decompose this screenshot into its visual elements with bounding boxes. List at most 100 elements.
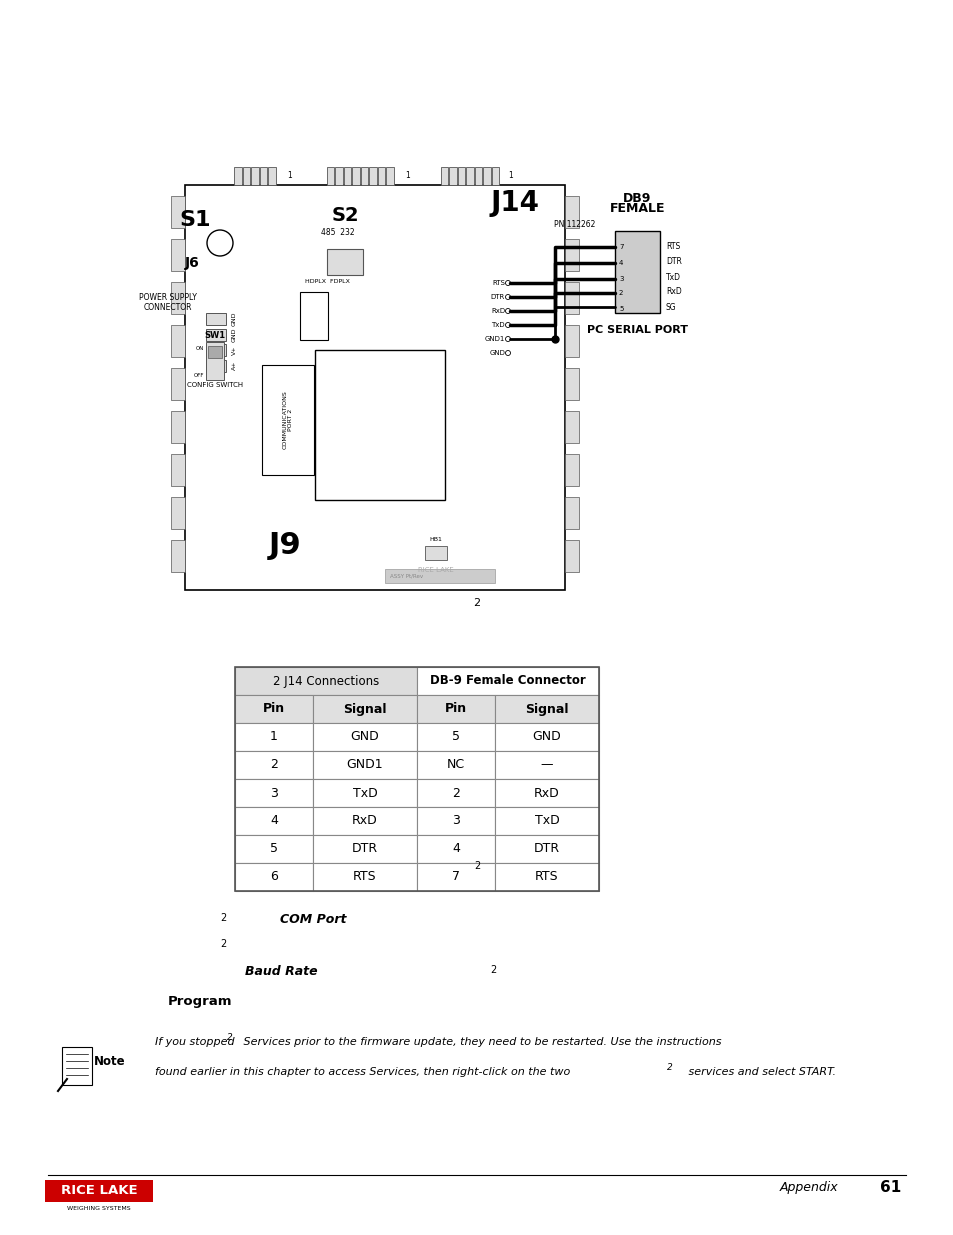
Bar xyxy=(234,722,313,751)
Circle shape xyxy=(505,294,510,300)
Text: 1: 1 xyxy=(405,170,410,180)
Text: 5: 5 xyxy=(270,842,277,856)
Bar xyxy=(369,167,376,185)
Text: RxD: RxD xyxy=(665,288,681,296)
Bar xyxy=(343,167,351,185)
Text: services and select START.: services and select START. xyxy=(684,1067,835,1077)
Bar xyxy=(466,167,474,185)
Bar xyxy=(313,751,416,779)
Text: PN 112262: PN 112262 xyxy=(554,220,595,228)
Circle shape xyxy=(505,322,510,327)
Text: Note: Note xyxy=(94,1055,126,1068)
Bar xyxy=(326,167,334,185)
Text: GND: GND xyxy=(489,350,504,356)
Text: Program: Program xyxy=(168,995,233,1008)
Text: 3: 3 xyxy=(618,275,623,282)
Bar xyxy=(564,196,578,228)
Bar xyxy=(313,779,416,806)
Bar xyxy=(416,667,598,695)
Bar xyxy=(234,695,313,722)
Text: GND: GND xyxy=(232,327,236,342)
Text: V+: V+ xyxy=(232,346,236,354)
Bar xyxy=(206,342,224,380)
Text: RICE LAKE: RICE LAKE xyxy=(417,567,454,573)
Bar xyxy=(416,779,495,806)
Text: 1: 1 xyxy=(270,730,277,743)
Text: 2: 2 xyxy=(474,861,479,871)
Text: POWER SUPPLY
CONNECTOR: POWER SUPPLY CONNECTOR xyxy=(139,293,196,312)
Text: 4: 4 xyxy=(270,815,277,827)
Text: 2: 2 xyxy=(666,1063,672,1072)
Bar xyxy=(171,411,185,443)
Text: RxD: RxD xyxy=(352,815,377,827)
Bar xyxy=(495,863,598,890)
Bar xyxy=(440,167,448,185)
Bar xyxy=(171,540,185,572)
Bar xyxy=(495,806,598,835)
Bar xyxy=(234,667,416,695)
Bar xyxy=(259,167,267,185)
Text: J9: J9 xyxy=(269,531,301,559)
Bar xyxy=(495,779,598,806)
Text: DTR: DTR xyxy=(534,842,559,856)
Bar xyxy=(564,454,578,487)
Bar xyxy=(171,325,185,357)
Text: A+: A+ xyxy=(232,361,236,370)
Bar xyxy=(234,667,598,890)
Circle shape xyxy=(505,280,510,285)
Bar xyxy=(242,167,250,185)
Bar xyxy=(495,835,598,863)
Text: DTR: DTR xyxy=(665,258,681,267)
Text: FEMALE: FEMALE xyxy=(609,203,664,215)
Text: S2: S2 xyxy=(331,206,358,225)
Bar xyxy=(185,185,564,590)
Text: ASSY Pt/Rev: ASSY Pt/Rev xyxy=(390,573,423,578)
Text: DB9: DB9 xyxy=(622,191,651,205)
Bar xyxy=(262,366,314,475)
Bar xyxy=(416,722,495,751)
Text: 1: 1 xyxy=(287,170,292,180)
Bar xyxy=(234,167,241,185)
Text: RTS: RTS xyxy=(665,242,679,252)
Text: 3: 3 xyxy=(452,815,459,827)
Text: 2: 2 xyxy=(473,598,480,608)
Bar xyxy=(208,346,222,358)
Text: Appendix: Appendix xyxy=(780,1181,838,1193)
Bar xyxy=(377,167,385,185)
Text: CONFIG SWITCH: CONFIG SWITCH xyxy=(187,382,243,388)
Bar xyxy=(416,806,495,835)
Text: 4: 4 xyxy=(452,842,459,856)
Text: 1: 1 xyxy=(507,170,512,180)
Text: Pin: Pin xyxy=(444,703,467,715)
Bar xyxy=(171,282,185,314)
Bar xyxy=(335,167,342,185)
Text: Pin: Pin xyxy=(263,703,285,715)
Text: ON: ON xyxy=(195,346,204,351)
Bar xyxy=(424,546,447,559)
Circle shape xyxy=(505,336,510,342)
Bar xyxy=(360,167,368,185)
Bar xyxy=(171,496,185,529)
Text: found earlier in this chapter to access Services, then right-click on the two: found earlier in this chapter to access … xyxy=(154,1067,570,1077)
Bar xyxy=(457,167,465,185)
Text: 2: 2 xyxy=(618,290,622,296)
Text: NC: NC xyxy=(446,758,464,772)
Text: 2: 2 xyxy=(452,787,459,799)
Bar xyxy=(495,751,598,779)
Bar xyxy=(171,240,185,270)
Text: S1: S1 xyxy=(179,210,211,230)
Circle shape xyxy=(505,351,510,356)
Bar xyxy=(475,167,482,185)
Text: RTS: RTS xyxy=(492,280,504,287)
Text: 6: 6 xyxy=(270,871,277,883)
Bar xyxy=(564,240,578,270)
Text: DTR: DTR xyxy=(352,842,377,856)
Text: 7: 7 xyxy=(618,245,623,249)
Text: 7: 7 xyxy=(452,871,459,883)
Bar xyxy=(206,345,226,356)
Text: DB-9 Female Connector: DB-9 Female Connector xyxy=(430,674,585,688)
Bar xyxy=(564,496,578,529)
Bar xyxy=(495,722,598,751)
Bar xyxy=(416,835,495,863)
Text: 2: 2 xyxy=(220,913,226,923)
